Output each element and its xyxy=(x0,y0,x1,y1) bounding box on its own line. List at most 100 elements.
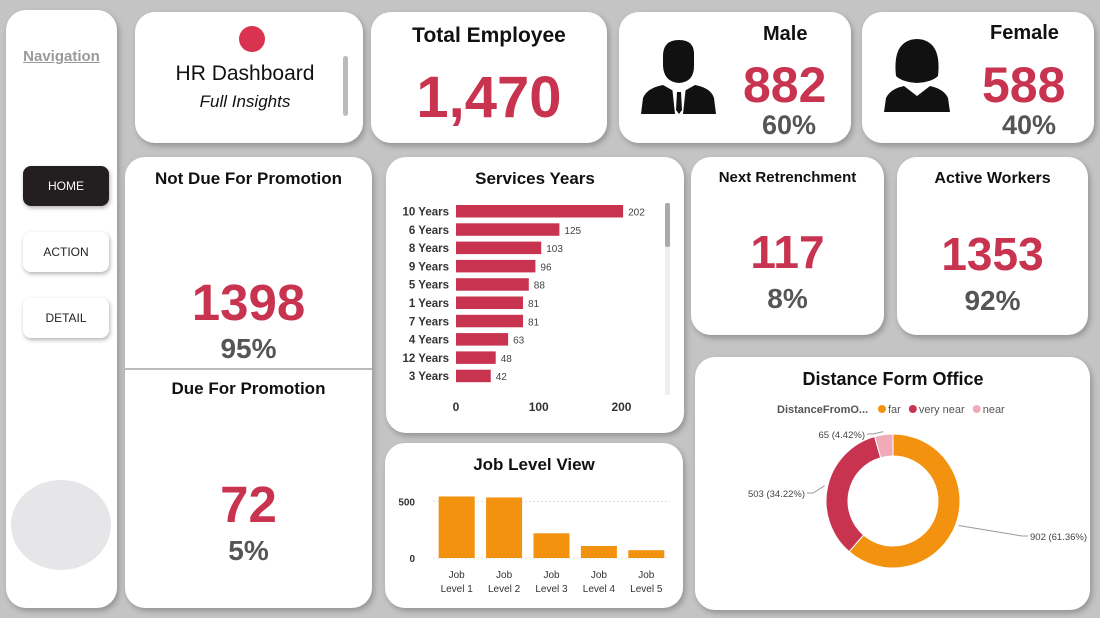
job-level-category-label: Level 3 xyxy=(535,584,568,595)
male-value: 882 xyxy=(743,57,827,113)
header-scrollbar[interactable] xyxy=(343,56,348,116)
not-due-promotion-value: 1398 xyxy=(191,274,306,331)
services-years-value-label: 81 xyxy=(528,317,540,328)
job-level-y-tick: 500 xyxy=(398,497,415,508)
services-years-scrollbar-thumb[interactable] xyxy=(665,203,670,247)
distance-legend-marker xyxy=(972,405,981,413)
services-years-bar[interactable] xyxy=(456,333,509,346)
female-percent: 40% xyxy=(1002,110,1057,140)
page-subtitle: Full Insights xyxy=(199,92,291,111)
nav-home-button[interactable]: HOME xyxy=(23,166,109,206)
distance-leader-line xyxy=(958,524,1028,537)
female-person-icon xyxy=(884,39,950,112)
distance-chart: Distance Form Office DistanceFromO... 90… xyxy=(748,369,1087,569)
distance-leader-line xyxy=(867,431,884,435)
services-years-category-label: 10 Years xyxy=(403,207,449,219)
retrenchment-percent: 8% xyxy=(767,283,808,314)
active-workers-value: 1353 xyxy=(941,228,1044,280)
services-years-category-label: 7 Years xyxy=(409,316,449,328)
due-promotion-percent: 5% xyxy=(228,535,269,566)
services-years-value-label: 88 xyxy=(534,281,546,292)
distance-legend-item[interactable]: far xyxy=(888,404,901,416)
services-years-title: Services Years xyxy=(475,169,595,188)
job-level-title: Job Level View xyxy=(473,455,595,474)
job-level-bar[interactable] xyxy=(486,497,523,558)
distance-legend-marker xyxy=(908,405,917,413)
services-years-bar[interactable] xyxy=(456,241,542,255)
job-level-category-label: Level 2 xyxy=(488,584,521,595)
total-employee-label: Total Employee xyxy=(412,24,566,47)
male-percent: 60% xyxy=(762,110,817,140)
retrenchment-value: 117 xyxy=(750,226,825,278)
job-level-bar[interactable] xyxy=(533,533,570,558)
services-years-value-label: 42 xyxy=(496,372,508,383)
distance-title: Distance Form Office xyxy=(802,369,983,389)
services-years-category-label: 5 Years xyxy=(409,280,449,292)
services-years-chart: Services Years 10 Years 202 6 Years 125 8 Ye… xyxy=(403,169,670,414)
services-years-value-label: 96 xyxy=(540,262,552,273)
job-level-chart: Job Level View 0 500 Job Level 1 Job Level 2 J… xyxy=(398,455,670,595)
due-promotion-value: 72 xyxy=(220,476,277,533)
services-years-value-label: 103 xyxy=(546,244,563,255)
services-years-value-label: 48 xyxy=(501,354,513,365)
nav-title: Navigation xyxy=(23,48,100,65)
active-workers-card: Active Workers 1353 92% xyxy=(897,157,1088,335)
job-level-bar[interactable] xyxy=(628,550,665,558)
services-years-bar[interactable] xyxy=(456,259,536,273)
nav-detail-button[interactable]: DETAIL xyxy=(23,298,109,338)
nav-sidebar: Navigation HOME ACTION DETAIL xyxy=(6,10,117,608)
header-card: HR Dashboard Full Insights xyxy=(135,12,363,143)
retrenchment-label: Next Retrenchment xyxy=(718,169,857,186)
nav-action-button[interactable]: ACTION xyxy=(23,232,109,272)
services-years-x-tick: 100 xyxy=(529,400,549,414)
services-years-card: Services Years 10 Years 202 6 Years 125 8 Ye… xyxy=(386,157,684,433)
distance-legend-item[interactable]: near xyxy=(983,404,1005,416)
services-years-x-tick: 200 xyxy=(611,400,631,414)
services-years-bar[interactable] xyxy=(456,314,524,328)
job-level-category-label: Job xyxy=(638,570,655,581)
services-years-category-label: 3 Years xyxy=(409,371,449,383)
active-workers-label: Active Workers xyxy=(934,170,1051,187)
services-years-category-label: 1 Years xyxy=(409,298,449,310)
male-label: Male xyxy=(763,23,808,45)
job-level-bar[interactable] xyxy=(580,545,617,558)
services-years-category-label: 9 Years xyxy=(409,261,449,273)
services-years-category-label: 4 Years xyxy=(409,335,449,347)
distance-legend-item[interactable]: very near xyxy=(919,404,965,416)
job-level-category-label: Job xyxy=(496,570,513,581)
distance-card: Distance Form Office DistanceFromO... 90… xyxy=(695,357,1090,610)
job-level-card: Job Level View 0 500 Job Level 1 Job Level 2 J… xyxy=(385,443,683,608)
promotion-card: Not Due For Promotion 1398 95% Due For P… xyxy=(125,157,372,608)
services-years-bar[interactable] xyxy=(456,369,491,383)
job-level-category-label: Level 5 xyxy=(630,584,663,595)
services-years-bar[interactable] xyxy=(456,351,496,364)
promotion-divider xyxy=(125,368,372,370)
female-value: 588 xyxy=(982,57,1066,113)
distance-legend-marker xyxy=(878,405,886,413)
services-years-value-label: 63 xyxy=(513,336,525,347)
not-due-promotion-label: Not Due For Promotion xyxy=(155,169,342,188)
distance-slice[interactable] xyxy=(848,433,961,569)
services-years-category-label: 8 Years xyxy=(409,243,449,255)
distance-slice[interactable] xyxy=(825,435,882,553)
male-card: Male 882 60% xyxy=(619,12,851,143)
due-promotion-label: Due For Promotion xyxy=(171,379,326,398)
services-years-category-label: 12 Years xyxy=(403,353,449,365)
distance-leader-line xyxy=(807,485,825,494)
services-years-bar[interactable] xyxy=(456,223,560,236)
services-years-bar[interactable] xyxy=(456,296,524,310)
services-years-scrollbar[interactable] xyxy=(665,203,670,395)
female-card: Female 588 40% xyxy=(862,12,1094,143)
services-years-bar[interactable] xyxy=(456,278,529,291)
distance-slice[interactable] xyxy=(874,433,894,459)
job-level-category-label: Job xyxy=(449,570,466,581)
job-level-y-tick: 0 xyxy=(409,554,415,565)
services-years-value-label: 125 xyxy=(564,226,581,237)
job-level-bar[interactable] xyxy=(438,496,475,558)
services-years-bar[interactable] xyxy=(456,205,624,218)
services-years-category-label: 6 Years xyxy=(409,225,449,237)
male-person-icon xyxy=(641,40,716,114)
not-due-promotion-percent: 95% xyxy=(220,333,277,364)
active-workers-percent: 92% xyxy=(964,285,1021,316)
female-label: Female xyxy=(990,22,1059,44)
